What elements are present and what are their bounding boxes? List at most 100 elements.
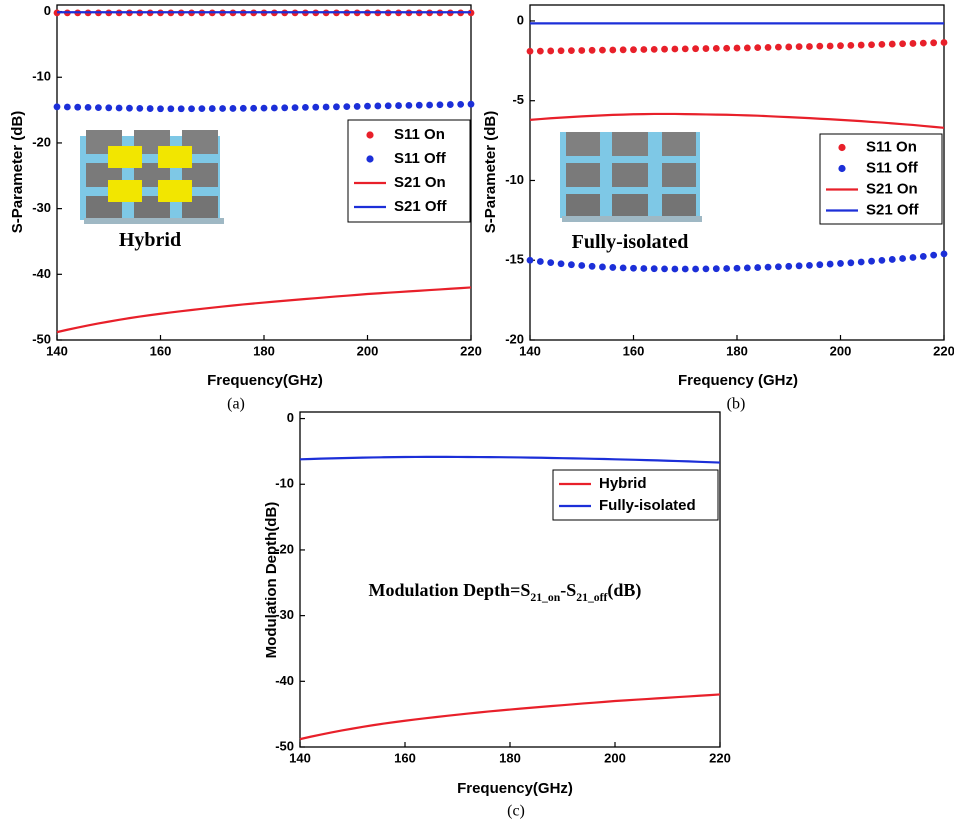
annotation: Fully-isolated	[572, 231, 689, 253]
x-tick-label: 180	[253, 343, 275, 358]
data-point	[209, 105, 216, 112]
pad	[662, 194, 696, 216]
x-tick-label: 200	[604, 750, 626, 765]
data-point	[609, 264, 616, 271]
annotation-part: Hybrid	[119, 229, 181, 251]
data-point	[116, 105, 123, 112]
data-point	[858, 42, 865, 49]
data-point	[930, 39, 937, 46]
data-point	[827, 43, 834, 50]
data-point	[250, 105, 257, 112]
data-point	[157, 105, 164, 112]
pad	[612, 194, 648, 216]
x-tick-label: 160	[150, 343, 172, 358]
y-tick-label: -50	[275, 738, 294, 753]
data-point	[95, 104, 102, 111]
data-point	[661, 265, 668, 272]
data-point	[796, 43, 803, 50]
y-tick-label: 0	[44, 3, 51, 18]
pad	[566, 194, 600, 216]
data-point	[661, 46, 668, 53]
data-point	[899, 255, 906, 262]
data-point	[868, 258, 875, 265]
data-point	[920, 253, 927, 260]
data-point	[147, 105, 154, 112]
data-point	[713, 45, 720, 52]
x-tick-label: 200	[357, 343, 379, 358]
data-point	[713, 265, 720, 272]
data-point	[630, 46, 637, 53]
data-point	[589, 263, 596, 270]
data-point	[941, 250, 948, 257]
data-point	[640, 265, 647, 272]
pad	[662, 132, 696, 156]
data-point	[568, 47, 575, 54]
annotation-part: 21_off	[576, 591, 607, 604]
data-point	[692, 45, 699, 52]
legend-label: S11 On	[866, 138, 917, 155]
data-point	[620, 264, 627, 271]
x-tick-label: 220	[460, 343, 482, 358]
series-line	[300, 694, 720, 739]
data-point	[672, 266, 679, 273]
y-tick-label: 0	[287, 410, 294, 425]
data-point	[816, 43, 823, 50]
data-point	[910, 254, 917, 261]
data-point	[302, 104, 309, 111]
legend-label: S11 Off	[866, 159, 919, 176]
data-point	[457, 101, 464, 108]
data-point	[558, 47, 565, 54]
legend-label: S21 Off	[866, 201, 920, 218]
y-tick-label: -5	[512, 92, 524, 107]
data-point	[651, 46, 658, 53]
pad	[662, 163, 696, 187]
data-point	[558, 260, 565, 267]
legend-label: S21 On	[866, 180, 918, 197]
data-point	[578, 262, 585, 269]
substrate-edge	[562, 216, 702, 222]
data-point	[292, 104, 299, 111]
data-point	[630, 265, 637, 272]
data-point	[910, 40, 917, 47]
data-point	[868, 41, 875, 48]
x-axis-label: Frequency(GHz)	[457, 780, 573, 797]
data-point	[744, 264, 751, 271]
data-point	[323, 104, 330, 111]
data-point	[54, 103, 61, 110]
data-point	[374, 103, 381, 110]
patch	[108, 180, 142, 202]
legend-marker	[838, 165, 845, 172]
data-point	[754, 44, 761, 51]
y-tick-label: -10	[275, 476, 294, 491]
data-point	[672, 46, 679, 53]
annotation-part: Fully-isolated	[572, 231, 689, 253]
data-point	[167, 105, 174, 112]
data-point	[547, 48, 554, 55]
data-point	[775, 263, 782, 270]
inset-fully-isolated	[560, 132, 702, 222]
data-point	[547, 259, 554, 266]
y-axis-label: Modulation Depth(dB)	[263, 502, 280, 659]
data-point	[941, 39, 948, 46]
page: {"chart_data": [ {"type": "line", "panel…	[0, 0, 954, 825]
data-point	[785, 44, 792, 51]
data-point	[920, 40, 927, 47]
data-point	[240, 105, 247, 112]
y-tick-label: -40	[32, 266, 51, 281]
data-point	[385, 102, 392, 109]
data-point	[806, 262, 813, 269]
data-point	[765, 264, 772, 271]
data-point	[723, 265, 730, 272]
data-point	[785, 263, 792, 270]
data-point	[578, 47, 585, 54]
pad	[566, 163, 600, 187]
data-point	[85, 104, 92, 111]
pad	[566, 132, 600, 156]
panel-label: (c)	[507, 803, 525, 820]
data-point	[126, 105, 133, 112]
y-axis-label: S-Parameter (dB)	[9, 111, 26, 234]
data-point	[537, 48, 544, 55]
data-point	[765, 44, 772, 51]
data-point	[837, 260, 844, 267]
data-point	[468, 101, 475, 108]
